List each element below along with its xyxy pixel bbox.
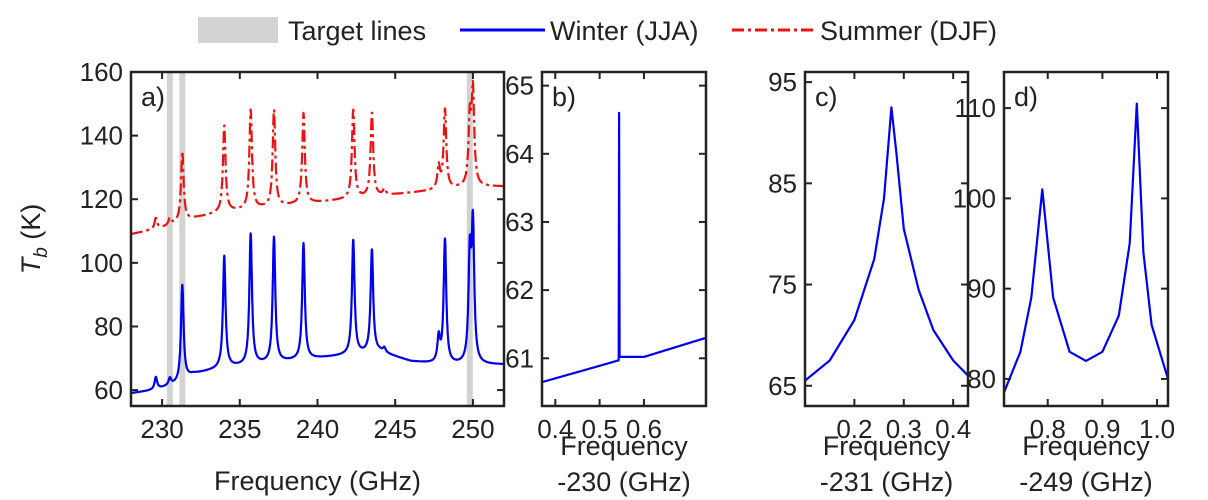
legend-label-winter: Winter (JJA) — [550, 16, 699, 46]
y-tick-label: 62 — [505, 275, 534, 305]
x-tick-label: 0.4 — [537, 414, 573, 444]
x-tick-label: 240 — [296, 414, 339, 444]
series-winter-line — [542, 111, 706, 384]
x-tick-label: 0.4 — [935, 414, 971, 444]
panel-c: 0.2 0.3 0.4 65 75 85 95 c) Frequency -231 (GHz) — [768, 67, 971, 497]
y-tick-label: 120 — [80, 184, 123, 214]
x-tick-label: 235 — [218, 414, 261, 444]
x-tick-label: 245 — [374, 414, 417, 444]
x-tick-label: 230 — [140, 414, 183, 444]
y-tick-label: 85 — [768, 168, 797, 198]
x-tick-label: 0.6 — [626, 414, 662, 444]
y-tick-label: 95 — [768, 67, 797, 97]
y-tick-label: 61 — [505, 343, 534, 373]
legend-label-summer: Summer (DJF) — [820, 16, 997, 46]
y-tick-label: 65 — [505, 71, 534, 101]
y-tick-label: 100 — [953, 183, 996, 213]
y-tick-label: 65 — [768, 371, 797, 401]
y-tick-label: 100 — [80, 248, 123, 278]
panel-b: 0.4 0.5 0.6 61 62 63 64 65 b) Frequency -230 (GHz) — [505, 70, 708, 497]
x-tick-label: 0.8 — [1030, 414, 1066, 444]
axes-frame — [540, 70, 708, 408]
x-tick-label: 0.5 — [582, 414, 618, 444]
y-tick-label: 60 — [94, 375, 123, 405]
axes-frame — [1002, 70, 1170, 408]
x-axis-label-line2: -231 (GHz) — [820, 467, 954, 497]
panel-label: c) — [815, 82, 838, 112]
legend: Target lines Winter (JJA) Summer (DJF) — [198, 16, 997, 46]
x-axis-label-line2: -249 (GHz) — [1019, 467, 1153, 497]
y-tick-label: 64 — [505, 139, 534, 169]
x-tick-label: 250 — [451, 414, 494, 444]
x-tick-label: 1.0 — [1139, 414, 1175, 444]
target-line-0 — [166, 72, 173, 406]
series-winter-line — [1004, 102, 1168, 393]
y-tick-label: 90 — [967, 274, 996, 304]
y-tick-label: 160 — [80, 57, 123, 87]
y-tick-label: 63 — [505, 207, 534, 237]
y-tick-label: 80 — [967, 364, 996, 394]
series-winter-line — [805, 106, 968, 382]
y-tick-label: 140 — [80, 121, 123, 151]
y-axis-label: Tb (K) — [16, 204, 52, 275]
panel-d: 0.8 0.9 1.0 80 90 100 110 d) Frequency -249 (GHz) — [953, 70, 1175, 497]
panel-label: b) — [552, 82, 576, 112]
y-tick-label: 80 — [94, 311, 123, 341]
y-tick-label: 75 — [768, 270, 797, 300]
panel-label: d) — [1014, 82, 1038, 112]
target-line-1 — [179, 72, 186, 406]
x-axis-label-line1: Frequency — [823, 431, 951, 461]
series-winter-line — [131, 208, 504, 395]
x-axis-label-line1: Frequency — [560, 431, 688, 461]
panel-a: 230 235 240 245 250 60 80 100 120 140 160 a) Frequen… — [16, 57, 506, 496]
x-axis-label: Frequency (GHz) — [214, 466, 421, 496]
x-tick-label: 0.9 — [1084, 414, 1120, 444]
panel-label: a) — [141, 82, 165, 112]
legend-label-target: Target lines — [288, 16, 426, 46]
x-tick-label: 0.2 — [836, 414, 872, 444]
x-axis-label-line2: -230 (GHz) — [557, 467, 691, 497]
axes-frame — [803, 70, 970, 408]
y-tick-label: 110 — [955, 93, 996, 123]
legend-target-patch — [198, 17, 278, 43]
x-axis-label-line1: Frequency — [1022, 431, 1150, 461]
x-tick-label: 0.3 — [886, 414, 922, 444]
series-summer-line — [131, 79, 504, 236]
